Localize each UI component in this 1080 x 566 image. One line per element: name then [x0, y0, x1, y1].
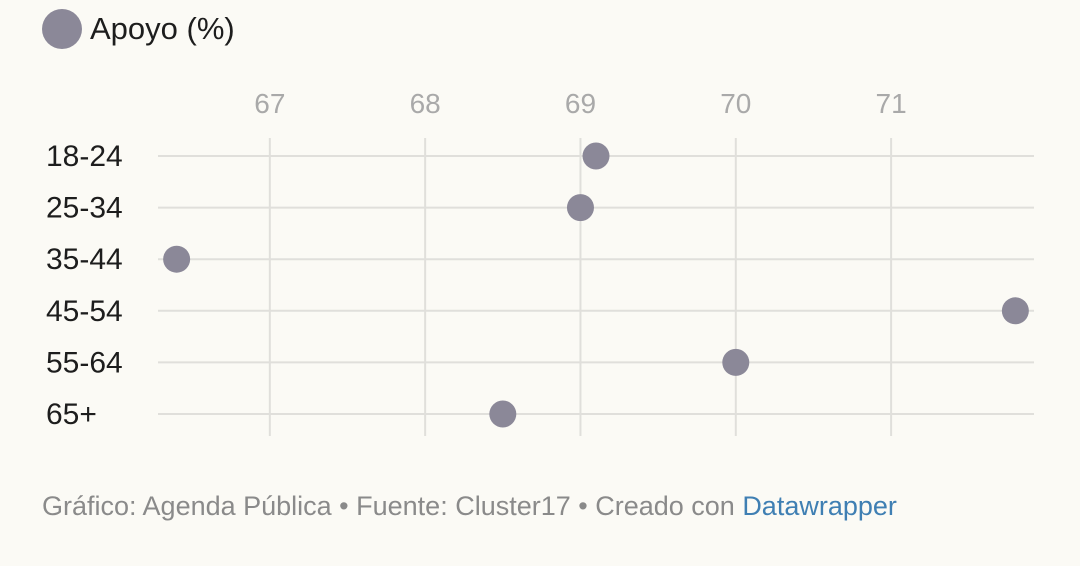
legend-label: Apoyo (%)	[90, 11, 235, 46]
data-point	[566, 194, 594, 222]
category-label: 25-34	[46, 192, 123, 225]
footer-credits: Gráfico: Agenda Pública • Fuente: Cluste…	[42, 491, 743, 521]
x-tick-label: 70	[720, 88, 751, 119]
chart-footer: Gráfico: Agenda Pública • Fuente: Cluste…	[42, 491, 897, 522]
x-tick-label: 69	[565, 88, 596, 119]
legend: Apoyo (%)	[42, 9, 235, 49]
data-point	[722, 348, 750, 376]
data-point	[163, 245, 191, 273]
category-label: 55-64	[46, 346, 123, 379]
x-tick-label: 68	[410, 88, 441, 119]
category-label: 65+	[46, 398, 97, 431]
datawrapper-link[interactable]: Datawrapper	[742, 491, 897, 521]
data-point	[582, 142, 610, 170]
legend-swatch	[42, 9, 82, 49]
data-point	[489, 400, 517, 428]
x-tick-label: 71	[876, 88, 907, 119]
x-tick-label: 67	[254, 88, 285, 119]
data-point	[1001, 297, 1029, 325]
category-label: 35-44	[46, 243, 123, 276]
category-label: 18-24	[46, 140, 123, 173]
category-label: 45-54	[46, 295, 123, 328]
dot-chart: 67 68 69 70 71 18-24 25-34 35-44 45-54 55-64 65+	[46, 88, 1034, 436]
